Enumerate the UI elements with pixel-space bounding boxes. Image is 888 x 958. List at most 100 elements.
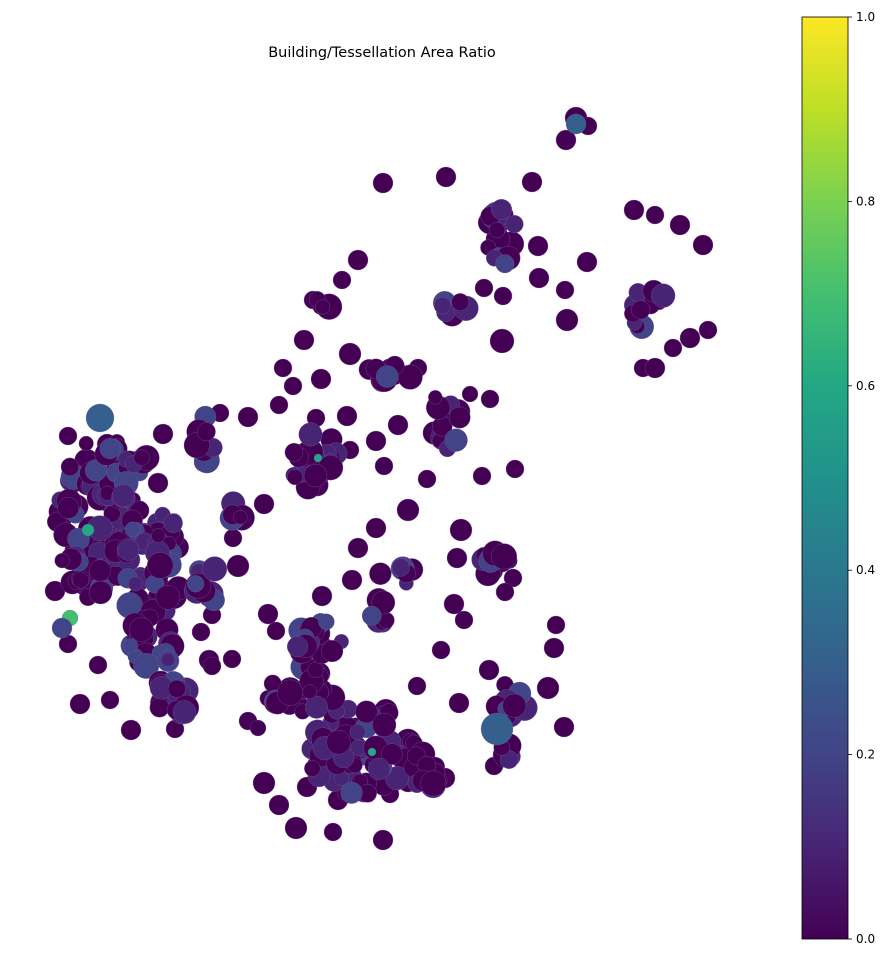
parcel-cell: [555, 129, 577, 151]
parcel-cell: [298, 422, 323, 447]
colorbar-tick-label: 1.0: [856, 10, 875, 24]
parcel-cell: [123, 638, 138, 654]
parcel-cell: [645, 205, 665, 225]
parcel-cell: [60, 457, 79, 476]
parcel-cell: [553, 716, 575, 738]
parcel-cell: [478, 659, 500, 681]
parcel-cell: [223, 528, 243, 548]
parcel-cell: [347, 537, 369, 559]
parcel-cell: [521, 171, 543, 193]
parcel-cell: [528, 267, 550, 289]
parcel-cell: [147, 552, 174, 579]
parcel-cell: [305, 695, 328, 719]
parcel-cell: [503, 568, 523, 588]
parcel-cell: [152, 423, 174, 445]
parcel-cell: [78, 435, 94, 451]
colorbar-tick-label: 0.2: [856, 748, 875, 762]
parcel-cell: [396, 498, 420, 522]
parcel-cell: [273, 358, 293, 378]
parcel-cell: [347, 249, 369, 271]
parcel-cell: [222, 649, 242, 669]
parcel-cell: [472, 466, 492, 486]
parcel-cell: [340, 781, 363, 804]
parcel-cell: [72, 571, 90, 589]
parcel-cell: [249, 719, 267, 737]
parcel-cell: [88, 655, 108, 675]
parcel-cell: [283, 376, 303, 396]
parcel-cell: [474, 278, 494, 298]
parcel-cell: [480, 389, 500, 409]
parcel-cell: [644, 357, 666, 379]
parcel-cell: [226, 554, 250, 578]
parcel-cell: [191, 622, 211, 642]
parcel-cell: [420, 770, 447, 797]
parcel-cell: [495, 254, 515, 274]
colorbar-tick-label: 0.0: [856, 932, 875, 946]
parcel-cell: [233, 510, 248, 525]
parcel-cell: [631, 300, 651, 320]
parcel-cell: [133, 653, 160, 679]
parcel-cell: [502, 693, 527, 718]
parcel-cell: [381, 743, 403, 765]
parcel-cell: [387, 414, 409, 436]
parcel-cell: [128, 576, 143, 592]
parcel-cell: [444, 428, 468, 452]
parcel-cell: [431, 640, 451, 660]
parcel-cell: [252, 771, 276, 795]
parcel-cell: [155, 585, 181, 610]
parcel-cell: [112, 484, 135, 507]
parcel-cell: [172, 700, 196, 724]
parcel-cell: [555, 280, 575, 300]
colorbar-ticks: 0.0 0.2 0.4 0.6 0.8 1.0: [848, 10, 875, 946]
map-title: Building/Tessellation Area Ratio: [268, 45, 496, 61]
parcel-cell-highlight: [51, 617, 73, 639]
parcel-cell: [321, 640, 344, 663]
parcel-cell: [493, 286, 513, 306]
parcel-cell: [576, 251, 598, 273]
colorbar-tick-label: 0.6: [856, 379, 875, 393]
parcel-cell: [454, 610, 474, 630]
parcel-cell: [167, 679, 186, 698]
parcel-cell: [57, 496, 80, 519]
parcel-cell: [495, 582, 515, 602]
parcel-cell: [100, 690, 120, 710]
parcel-cell: [543, 637, 565, 659]
parcel-cell: [505, 215, 524, 234]
parcel-cell-highlight: [480, 712, 514, 746]
parcel-cell: [338, 342, 362, 366]
parcel-cell-highlight: [81, 523, 95, 537]
parcel-cell: [461, 385, 479, 403]
parcel-cell: [407, 676, 427, 696]
parcel-cell: [491, 543, 517, 570]
parcel-cell: [257, 603, 279, 625]
parcel-cell: [237, 406, 259, 428]
parcel-cell: [287, 636, 308, 658]
parcel-cell: [160, 652, 176, 667]
parcel-cell: [304, 760, 321, 777]
parcel-cell: [133, 449, 150, 466]
parcel-cell: [341, 569, 363, 591]
parcel-cell: [488, 222, 505, 239]
parcel-cell: [433, 297, 452, 315]
parcel-cell: [536, 676, 560, 700]
parcel-cell: [163, 513, 183, 533]
parcel-cell: [253, 493, 275, 515]
parcel-cell-highlight: [565, 113, 587, 135]
parcel-cell: [287, 469, 303, 486]
parcel-cell: [369, 562, 392, 585]
parcel-cell: [376, 365, 399, 388]
parcel-cell: [336, 405, 358, 427]
parcel-cell: [679, 327, 701, 349]
parcel-cell: [85, 459, 107, 482]
parcel-cell: [302, 684, 317, 699]
parcel-cell: [268, 794, 290, 816]
parcel-cell: [446, 547, 468, 569]
parcel-cell: [385, 766, 409, 791]
parcel-cell: [196, 422, 216, 442]
colorbar-tick-label: 0.4: [856, 563, 875, 577]
parcel-cell: [58, 426, 78, 446]
parcel-cell: [374, 456, 394, 476]
parcel-cell: [449, 518, 473, 542]
parcel-cell: [202, 656, 222, 676]
